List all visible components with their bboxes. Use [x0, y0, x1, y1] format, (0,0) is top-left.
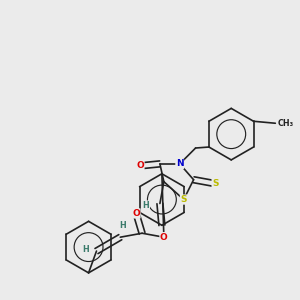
Text: H: H — [143, 201, 149, 210]
Text: S: S — [180, 195, 187, 204]
Text: O: O — [160, 233, 168, 242]
Text: O: O — [136, 161, 144, 170]
Text: H: H — [119, 221, 126, 230]
Text: H: H — [82, 244, 89, 253]
Text: O: O — [132, 209, 140, 218]
Text: S: S — [212, 179, 219, 188]
Text: N: N — [176, 159, 184, 168]
Text: CH₃: CH₃ — [277, 119, 293, 128]
